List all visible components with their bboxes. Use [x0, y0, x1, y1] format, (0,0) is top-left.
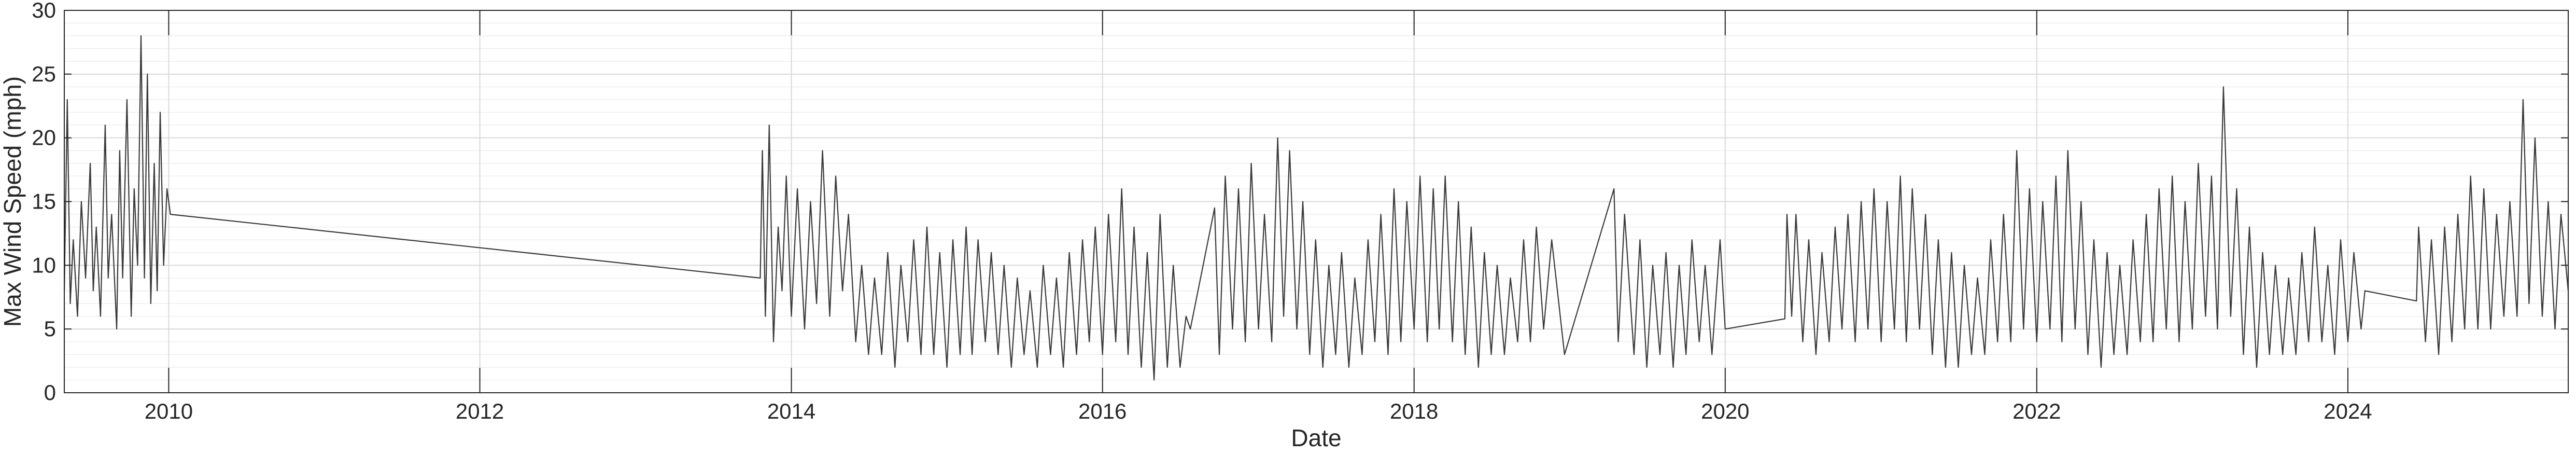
y-tick-label: 30: [32, 0, 56, 22]
x-tick-label: 2014: [767, 399, 815, 423]
x-tick-label: 2022: [2012, 399, 2061, 423]
x-axis-label: Date: [1291, 424, 1341, 451]
y-tick-label: 5: [44, 316, 56, 341]
axis-ticks: [64, 10, 2568, 393]
y-tick-label: 25: [32, 62, 56, 86]
x-tick-label: 2020: [1701, 399, 1749, 423]
minor-grid: [64, 22, 2568, 381]
x-tick-labels: 2010 2012 2014 2016 2018 2020 2022 2024: [145, 399, 2372, 423]
y-tick-label: 0: [44, 380, 56, 405]
x-tick-label: 2010: [145, 399, 193, 423]
x-tick-label: 2012: [456, 399, 504, 423]
y-tick-label: 20: [32, 126, 56, 150]
series-line: [63, 35, 2569, 381]
x-tick-label: 2018: [1390, 399, 1438, 423]
y-axis-label: Max Wind Speed (mph): [0, 76, 26, 327]
series-layer: [63, 35, 2569, 381]
x-tick-label: 2024: [2324, 399, 2372, 423]
y-tick-label: 10: [32, 253, 56, 277]
y-tick-label: 15: [32, 189, 56, 214]
x-tick-label: 2016: [1078, 399, 1127, 423]
y-tick-labels: 0 5 10 15 20 25 30: [32, 0, 56, 405]
major-grid: [64, 10, 2568, 393]
